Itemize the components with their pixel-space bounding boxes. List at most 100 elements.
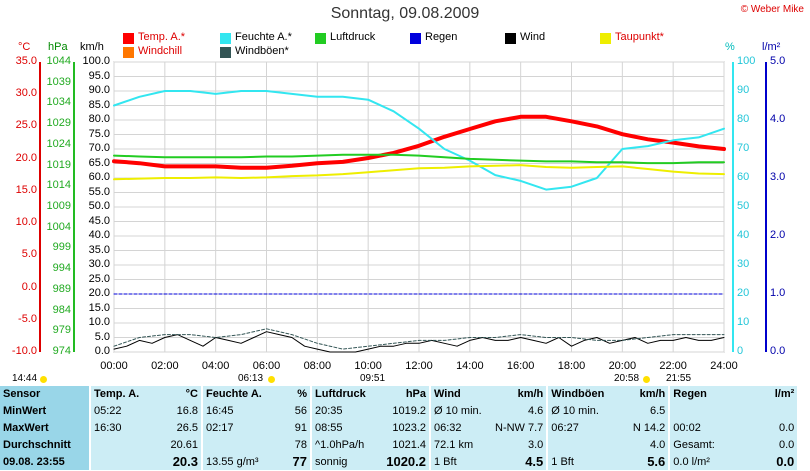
table-cell: 08:55 — [310, 419, 383, 437]
temp-tick-label: 30.0 — [15, 87, 37, 100]
legend-label: Feuchte A.* — [235, 31, 292, 43]
table-cell: 06:32 — [429, 419, 492, 437]
legend-label: Taupunkt* — [615, 31, 664, 43]
table-cell: 20.61 — [152, 436, 202, 454]
pressure-axis-unit: hPa — [48, 41, 68, 53]
wind-tick-label: 55.0 — [88, 185, 110, 198]
header-humidity: Feuchte A. — [201, 386, 284, 403]
humidity-tick-label: 90 — [737, 84, 750, 96]
wind-tick-label: 100.0 — [82, 55, 110, 67]
table-cell — [89, 436, 152, 454]
legend-swatch — [410, 33, 421, 44]
header-rain: Regen — [668, 386, 732, 403]
table-cell: ^1.0hPa/h — [310, 436, 383, 454]
wind-tick-label: 45.0 — [88, 214, 110, 227]
table-cell — [731, 402, 798, 420]
row-label: MaxWert — [0, 419, 90, 437]
wind-tick-label: 90.0 — [88, 84, 110, 96]
temp-tick-label: 35.0 — [15, 55, 37, 67]
humidity-tick-label: 60 — [737, 171, 750, 183]
table-cell: Ø 10 min. — [546, 402, 620, 420]
pressure-tick-label: 1039 — [46, 75, 71, 88]
series-line-windb-en — [113, 328, 725, 350]
statistics-table: Sensor Temp. A. °C Feuchte A. % Luftdruc… — [0, 386, 798, 470]
humidity-axis-unit: % — [725, 41, 735, 53]
wind-tick-label: 65.0 — [88, 156, 110, 169]
table-cell: 1020.2 — [383, 453, 430, 470]
row-label: Durchschnitt — [0, 436, 90, 454]
x-tick-label: 02:00 — [151, 360, 179, 372]
pressure-tick-label: 1009 — [46, 200, 71, 212]
pressure-tick-label: 1044 — [46, 55, 71, 67]
table-cell: Gesamt: — [668, 436, 732, 454]
humidity-tick-label: 10 — [737, 316, 750, 328]
sunset-time: 20:58 — [614, 373, 640, 384]
table-cell: 91 — [284, 419, 311, 437]
table-cell: N 14.2 — [619, 419, 670, 437]
wind-tick-label: 40.0 — [88, 229, 110, 241]
humidity-tick-label: 20 — [737, 287, 750, 299]
table-cell: 26.5 — [152, 419, 202, 437]
temp-tick-label: -10.0 — [11, 345, 37, 357]
table-cell: 56 — [284, 402, 311, 420]
sunrise-time: 06:13 — [238, 373, 264, 384]
x-tick-label: 14:00 — [456, 360, 484, 372]
table-cell: 6.5 — [619, 402, 670, 420]
header-humidity-unit: % — [284, 386, 311, 403]
x-tick-label: 00:00 — [100, 360, 128, 372]
table-cell: 16:45 — [201, 402, 284, 420]
x-tick-label: 10:00 — [354, 360, 382, 372]
table-cell: 78 — [284, 436, 311, 454]
sunrise-left-time: 14:44 — [12, 373, 38, 384]
header-pressure: Luftdruck — [310, 386, 383, 403]
header-pressure-unit: hPa — [383, 386, 430, 403]
pressure-tick-label: 979 — [52, 324, 71, 337]
table-cell: 5.6 — [619, 453, 670, 470]
rain-axis-unit: l/m² — [762, 41, 781, 53]
x-tick-label: 06:00 — [252, 360, 281, 372]
pressure-tick-label: 1004 — [46, 220, 71, 233]
pressure-tick-label: 994 — [52, 262, 71, 275]
wind-tick-label: 5.0 — [94, 330, 110, 343]
legend-label: Windböen* — [235, 45, 289, 57]
wind-tick-label: 0.0 — [94, 345, 110, 357]
series-line-feuchte-a — [113, 90, 725, 191]
header-temp: Temp. A. — [89, 386, 152, 403]
legend-swatch — [123, 47, 134, 58]
pressure-tick-label: 989 — [52, 282, 71, 295]
series-line-temp-a — [112, 114, 726, 170]
table-cell: 4.6 — [492, 402, 548, 420]
series-line-taupunkt — [113, 164, 725, 181]
table-cell: 0.0 — [731, 419, 798, 437]
rain-tick-label: 0.0 — [770, 345, 786, 357]
pressure-tick-label: 1034 — [46, 96, 71, 109]
header-wind-unit: km/h — [492, 386, 548, 403]
pressure-tick-label: 999 — [52, 241, 71, 254]
header-temp-unit: °C — [152, 386, 202, 403]
wind-tick-label: 25.0 — [88, 272, 110, 285]
table-cell: 05:22 — [89, 402, 152, 420]
row-label: 09.08. 23:55 — [0, 453, 90, 470]
table-cell — [546, 436, 620, 454]
rain-tick-label: 2.0 — [770, 229, 786, 241]
humidity-tick-label: 40 — [737, 229, 750, 241]
moonset-time: 21:55 — [666, 373, 692, 384]
x-tick-label: 12:00 — [405, 360, 433, 372]
table-row: MaxWert 16:30 26.5 02:17 91 08:55 1023.2… — [0, 419, 798, 437]
wind-tick-label: 75.0 — [88, 127, 110, 140]
header-sensor: Sensor — [0, 386, 90, 403]
wind-tick-label: 50.0 — [88, 200, 110, 212]
table-row: MinWert 05:22 16.8 16:45 56 20:35 1019.2… — [0, 402, 798, 420]
temp-tick-label: 5.0 — [21, 248, 37, 261]
table-cell: 00:02 — [668, 419, 732, 437]
temp-axis-unit: °C — [18, 41, 31, 53]
rain-tick-label: 3.0 — [770, 171, 786, 183]
wind-tick-label: 30.0 — [88, 258, 110, 270]
wind-tick-label: 60.0 — [88, 171, 110, 183]
table-cell — [89, 453, 152, 470]
pressure-tick-label: 1019 — [46, 158, 71, 171]
x-tick-label: 24:00 — [710, 360, 738, 372]
sunset-icon — [643, 376, 650, 383]
table-cell: 02:17 — [201, 419, 284, 437]
pressure-tick-label: 1014 — [46, 179, 71, 192]
